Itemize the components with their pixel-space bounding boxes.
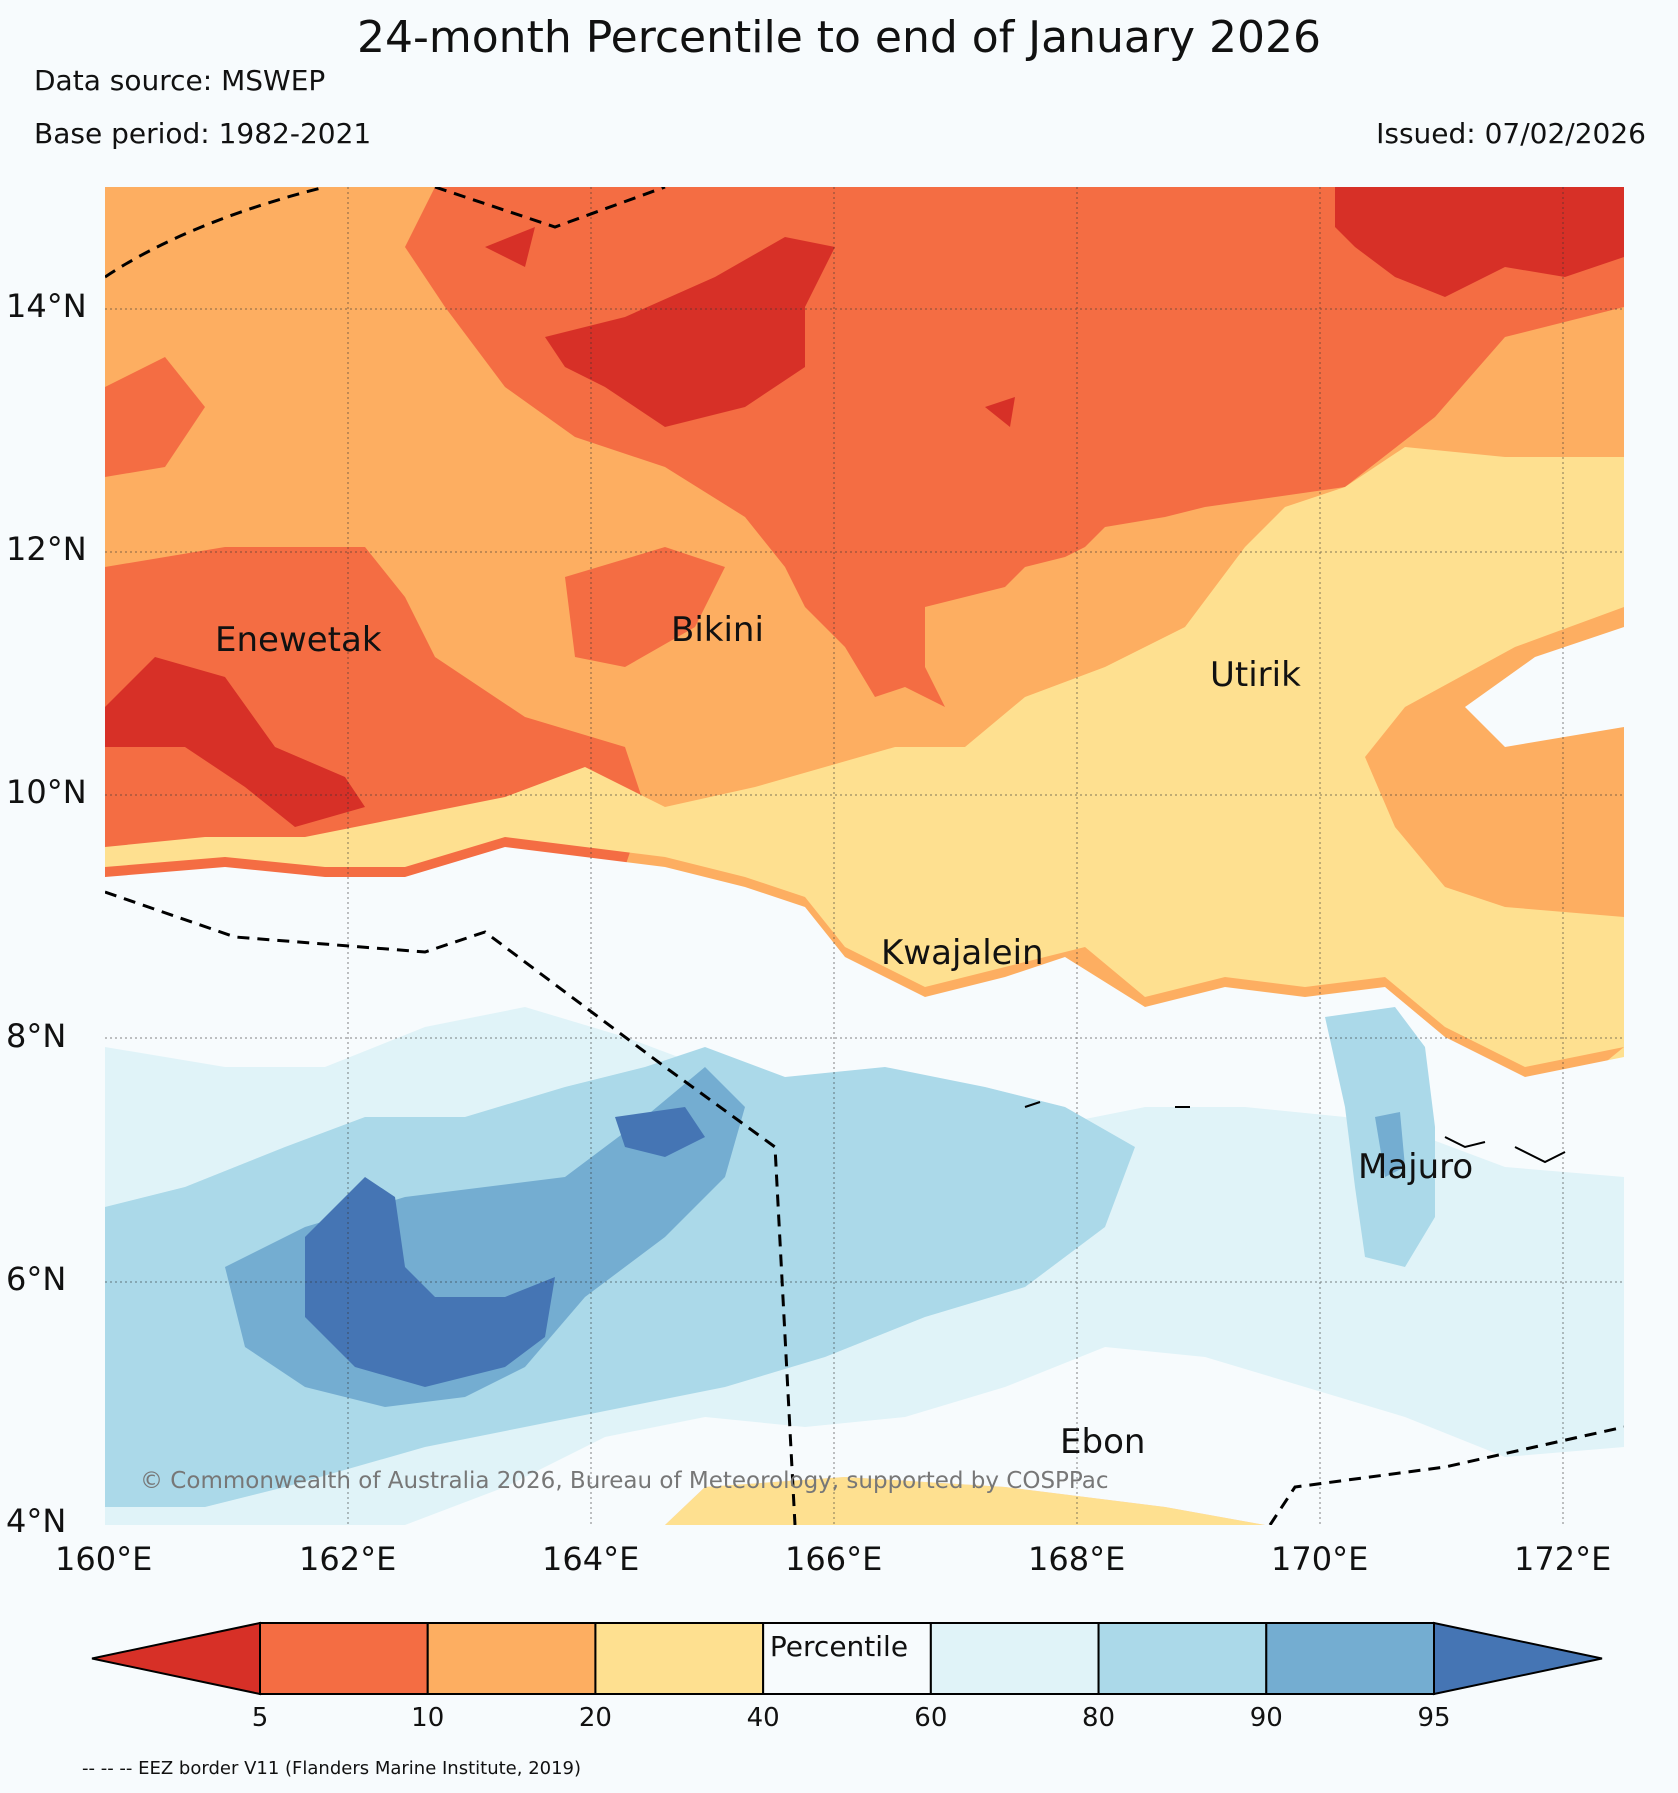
colorbar-tick-label: 80 xyxy=(1082,1703,1116,1733)
issued-date-label: Issued: 07/02/2026 xyxy=(1376,117,1646,150)
region-percentile-20-40 xyxy=(105,447,1624,1067)
x-tick-label: 164°E xyxy=(542,1540,640,1578)
region-percentile-below-5-west xyxy=(105,657,365,827)
percentile-map xyxy=(105,187,1624,1525)
colorbar-tick-label: 5 xyxy=(251,1703,269,1733)
x-tick-label: 168°E xyxy=(1028,1540,1126,1578)
place-label-ebon: Ebon xyxy=(1060,1422,1146,1462)
eez-border-note: -- -- -- EEZ border V11 (Flanders Marine… xyxy=(82,1758,582,1779)
colorbar-label: Percentile xyxy=(769,1630,909,1663)
x-tick-label: 170°E xyxy=(1271,1540,1369,1578)
place-label-kwajalein: Kwajalein xyxy=(881,933,1044,973)
map-panel xyxy=(105,187,1624,1525)
region-percentile-below-5-spot xyxy=(485,227,535,267)
y-tick-label: 12°N xyxy=(6,530,87,568)
y-tick-label: 8°N xyxy=(6,1017,67,1055)
eez-borders xyxy=(105,187,1624,1525)
region-percentile-below-5-central xyxy=(545,237,835,427)
place-label-enewetak: Enewetak xyxy=(215,620,382,660)
region-percentile-above-95-spot xyxy=(615,1107,705,1157)
place-label-bikini: Bikini xyxy=(671,610,764,650)
region-percentile-40-60-north-pocket xyxy=(1465,627,1624,747)
gridlines xyxy=(105,187,1624,1525)
y-tick-label: 10°N xyxy=(6,773,87,811)
colorbar-tick-label: 60 xyxy=(914,1703,948,1733)
region-percentile-90-95-majuro xyxy=(1375,1112,1405,1177)
region-percentile-5-10-northwest xyxy=(105,357,205,477)
x-tick-label: 172°E xyxy=(1514,1540,1612,1578)
island-markers xyxy=(1024,1101,1566,1164)
y-tick-label: 6°N xyxy=(6,1260,67,1298)
x-tick-label: 160°E xyxy=(55,1540,153,1578)
base-period-label: Base period: 1982-2021 xyxy=(34,117,372,150)
x-tick-label: 166°E xyxy=(785,1540,883,1578)
region-percentile-below-5-northeast xyxy=(1335,187,1624,297)
map-title: 24-month Percentile to end of January 20… xyxy=(357,12,1321,63)
colorbar-tick-label: 90 xyxy=(1249,1703,1283,1733)
colorbar-tick-label: 40 xyxy=(746,1703,780,1733)
region-percentile-above-95 xyxy=(305,1177,555,1387)
y-tick-label: 4°N xyxy=(6,1502,67,1540)
colorbar-tick-label: 95 xyxy=(1417,1703,1451,1733)
x-tick-label: 162°E xyxy=(299,1540,397,1578)
y-tick-label: 14°N xyxy=(6,287,87,325)
data-source-label: Data source: MSWEP xyxy=(34,64,326,97)
region-percentile-20-40-south xyxy=(665,1477,1265,1525)
place-label-utirik: Utirik xyxy=(1210,655,1301,695)
region-percentile-below-5-spot2 xyxy=(985,397,1015,427)
region-percentile-5-10-bikini xyxy=(565,547,725,667)
place-label-majuro: Majuro xyxy=(1358,1147,1474,1187)
colorbar-tick-label: 20 xyxy=(578,1703,612,1733)
colorbar-tick-label: 10 xyxy=(411,1703,445,1733)
copyright-notice: © Commonwealth of Australia 2026, Bureau… xyxy=(140,1468,1109,1494)
